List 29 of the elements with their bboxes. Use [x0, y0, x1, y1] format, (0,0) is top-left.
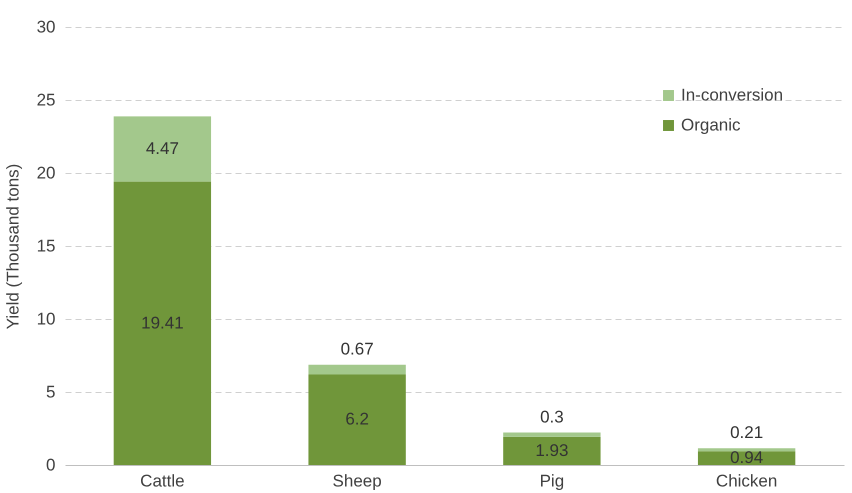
y-tick-label: 25 — [36, 90, 56, 110]
bar — [503, 436, 601, 465]
bar — [308, 374, 406, 465]
y-tick-label: 30 — [36, 18, 56, 36]
x-tick-label: Pig — [540, 472, 564, 490]
y-tick-label: 5 — [46, 382, 56, 402]
y-tick-label: 0 — [46, 456, 56, 474]
bar — [308, 364, 406, 374]
data-label: 0.3 — [540, 407, 564, 426]
bar — [698, 448, 796, 452]
x-tick-label: Sheep — [332, 472, 382, 490]
y-axis-title: Yield (Thousand tons) — [4, 164, 23, 330]
legend-label: In-conversion — [681, 86, 784, 104]
data-label: 4.47 — [146, 138, 179, 158]
bar — [503, 432, 601, 437]
data-label: 0.21 — [730, 423, 764, 442]
bar — [114, 182, 212, 465]
legend-label: Organic — [681, 116, 742, 134]
data-label: 6.2 — [345, 410, 369, 429]
x-tick-label: Chicken — [716, 472, 778, 490]
y-tick-label: 20 — [36, 164, 56, 182]
y-tick-label: 15 — [36, 236, 56, 256]
y-tick-label: 10 — [36, 310, 56, 328]
data-label: 19.41 — [141, 313, 184, 332]
x-tick-label: Cattle — [140, 472, 185, 490]
bar — [114, 116, 212, 182]
data-label: 1.93 — [535, 440, 568, 460]
data-label: 0.94 — [730, 448, 764, 468]
data-label: 0.67 — [340, 340, 374, 359]
